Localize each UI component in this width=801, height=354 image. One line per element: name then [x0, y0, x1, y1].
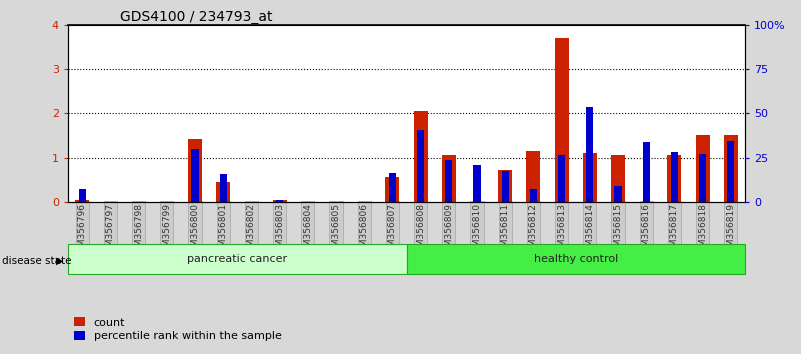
Bar [191, 149, 199, 202]
Bar [276, 200, 283, 202]
Bar [413, 111, 428, 202]
Bar [699, 154, 706, 202]
Bar [219, 175, 227, 202]
Bar [554, 38, 569, 202]
Bar [78, 189, 86, 202]
Bar [583, 153, 597, 202]
Bar [642, 142, 650, 202]
Bar [614, 186, 622, 202]
Bar [671, 152, 678, 202]
Text: pancreatic cancer: pancreatic cancer [187, 254, 288, 264]
Bar [188, 139, 202, 202]
Bar [272, 200, 287, 202]
Bar [442, 155, 456, 202]
Text: disease state: disease state [2, 256, 71, 266]
Bar [558, 155, 566, 202]
Text: healthy control: healthy control [533, 254, 618, 264]
Text: ▶: ▶ [56, 255, 63, 266]
Bar [586, 107, 594, 202]
Bar [611, 155, 625, 202]
Bar [417, 130, 425, 202]
Bar [724, 136, 738, 202]
Bar [727, 141, 735, 202]
Bar [216, 182, 230, 202]
Legend: count, percentile rank within the sample: count, percentile rank within the sample [74, 317, 281, 341]
Bar [445, 160, 453, 202]
Bar [388, 173, 396, 202]
Bar [473, 166, 481, 202]
Bar [667, 155, 682, 202]
Bar [530, 188, 537, 202]
Bar [501, 171, 509, 202]
Bar [498, 170, 513, 202]
Bar [526, 151, 541, 202]
Text: GDS4100 / 234793_at: GDS4100 / 234793_at [120, 10, 272, 24]
Bar [695, 136, 710, 202]
Bar [385, 177, 400, 202]
Bar [75, 200, 89, 202]
